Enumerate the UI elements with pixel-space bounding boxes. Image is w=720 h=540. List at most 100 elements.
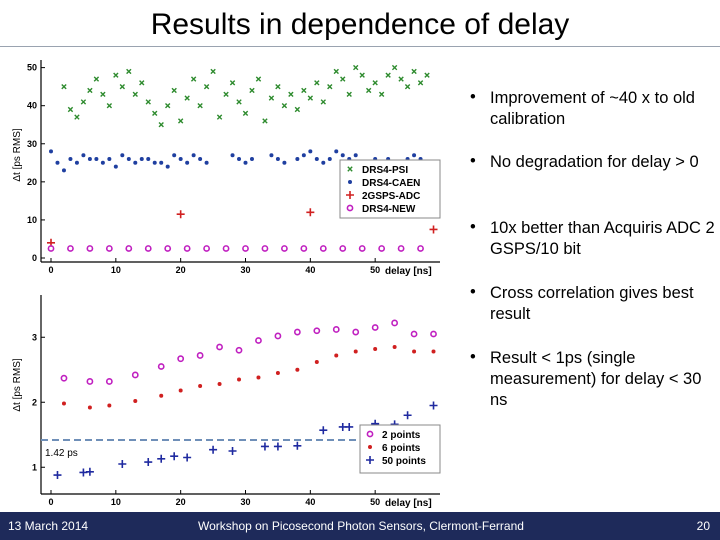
data-point — [314, 359, 319, 364]
data-point — [242, 245, 249, 252]
data-point — [81, 153, 86, 158]
data-point — [139, 80, 145, 86]
y-tick-label: 30 — [27, 139, 37, 149]
data-point — [268, 95, 275, 101]
x-tick-label: 40 — [305, 265, 315, 275]
data-point — [391, 319, 399, 327]
data-point — [203, 83, 210, 90]
data-point — [157, 454, 166, 463]
data-point — [301, 87, 307, 94]
x-tick-label: 0 — [48, 497, 53, 507]
bullet-text: No degradation for delay > 0 — [490, 153, 699, 171]
bullet-text: 10x better than Acquiris ADC 2 GSPS/10 b… — [490, 219, 715, 258]
data-point — [86, 378, 94, 385]
bullet-dot: • — [470, 152, 476, 170]
data-point — [346, 91, 352, 97]
data-point — [236, 99, 242, 105]
data-point — [243, 160, 248, 165]
data-point — [288, 91, 294, 97]
data-point — [74, 160, 79, 165]
data-point — [260, 442, 269, 451]
legend-label: DRS4-NEW — [362, 204, 416, 215]
data-point — [152, 110, 158, 117]
data-point — [340, 153, 345, 158]
data-point — [61, 83, 67, 90]
data-point — [373, 346, 378, 351]
legend-marker — [366, 430, 374, 438]
x-tick-label: 10 — [111, 497, 121, 507]
data-point — [365, 87, 372, 94]
data-point — [345, 422, 354, 431]
data-point — [106, 102, 113, 109]
data-point — [144, 458, 153, 467]
data-point — [249, 157, 254, 161]
data-point — [334, 149, 339, 154]
data-point — [306, 208, 315, 217]
data-point — [216, 343, 223, 351]
legend-marker — [348, 180, 352, 184]
data-point — [255, 337, 262, 344]
data-point — [107, 403, 112, 408]
data-point — [398, 76, 404, 82]
data-point — [339, 245, 347, 252]
data-point — [198, 157, 203, 161]
data-point — [358, 245, 366, 252]
data-point — [172, 153, 177, 158]
data-point — [352, 328, 360, 336]
y-tick-label: 3 — [32, 332, 37, 342]
data-point — [353, 64, 359, 71]
data-point — [314, 80, 320, 86]
data-point — [340, 76, 346, 82]
data-point — [397, 245, 405, 252]
data-point — [105, 245, 113, 252]
data-point — [133, 160, 138, 165]
data-point — [159, 393, 164, 398]
reference-line-label: 1.42 ps — [45, 448, 78, 459]
legend-marker — [347, 166, 353, 172]
data-point — [198, 384, 203, 388]
legend-marker — [346, 204, 354, 212]
data-point — [378, 91, 385, 97]
data-point — [87, 157, 92, 161]
y-tick-label: 1 — [32, 462, 37, 472]
data-point — [378, 245, 386, 252]
x-tick-label: 50 — [370, 265, 380, 275]
x-tick-label: 20 — [176, 497, 186, 507]
data-point — [222, 245, 230, 252]
y-tick-label: 2 — [32, 397, 37, 407]
x-tick-label: 0 — [48, 265, 53, 275]
bullet-dot: • — [470, 218, 476, 236]
data-point — [333, 68, 339, 75]
data-point — [235, 346, 243, 354]
data-point — [120, 153, 125, 158]
data-point — [157, 363, 165, 370]
data-point — [314, 157, 319, 161]
y-tick-label: 0 — [32, 253, 37, 263]
data-point — [100, 160, 105, 165]
data-point — [217, 382, 222, 387]
data-point — [158, 122, 164, 128]
data-point — [178, 388, 183, 393]
data-point — [178, 157, 183, 161]
data-point — [295, 367, 300, 372]
bullet-dot: • — [470, 283, 476, 301]
data-point — [85, 467, 94, 476]
legend-label: 50 points — [382, 456, 426, 467]
data-point — [424, 72, 430, 78]
data-point — [177, 118, 184, 124]
x-tick-label: 40 — [305, 497, 315, 507]
y-tick-label: 20 — [27, 177, 37, 187]
data-point — [412, 349, 417, 354]
data-point — [126, 157, 131, 161]
legend-marker — [368, 445, 372, 449]
data-point — [273, 442, 282, 451]
data-point — [80, 99, 87, 105]
data-point — [327, 83, 333, 90]
data-point — [105, 378, 113, 385]
data-point — [392, 345, 397, 349]
data-point — [223, 91, 229, 97]
data-point — [145, 99, 151, 105]
footer-bar: 13 March 2014 Workshop on Picosecond Pho… — [0, 512, 720, 540]
data-point — [165, 164, 170, 169]
